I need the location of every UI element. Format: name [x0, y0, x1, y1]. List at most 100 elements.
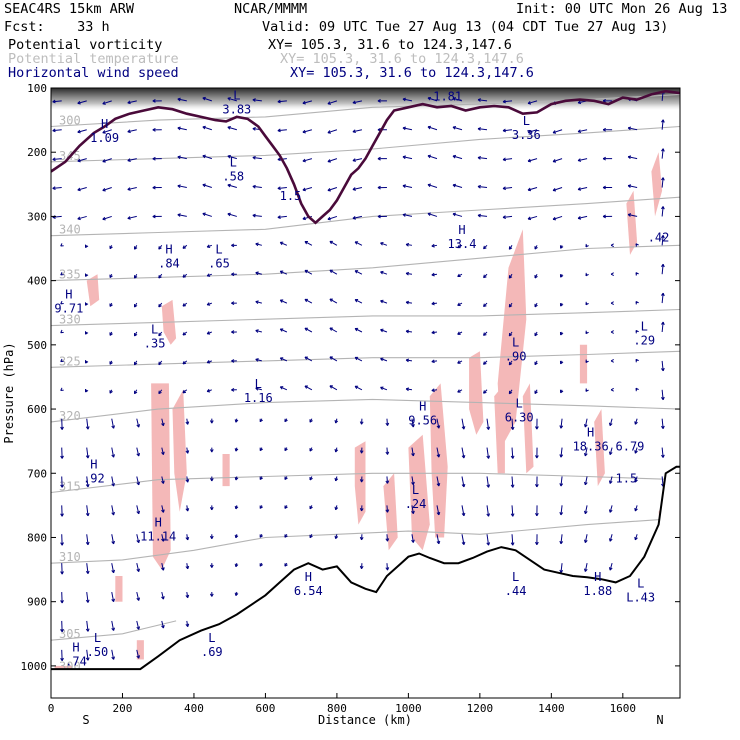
wind-vector-head: [627, 155, 632, 160]
wind-vector-head: [158, 275, 162, 279]
wind-vector-head: [634, 450, 638, 454]
wind-vector: [280, 270, 288, 275]
wind-vector-head: [483, 332, 487, 336]
pv-fill-region: [354, 441, 366, 525]
wind-vector-head: [329, 327, 333, 331]
wind-vector-head: [185, 536, 190, 541]
wind-vector-head: [111, 569, 116, 574]
north-end-label: N: [656, 713, 663, 727]
wind-vector-head: [111, 540, 116, 545]
wind-vector-head: [161, 451, 165, 455]
wind-vector: [661, 235, 664, 246]
wind-vector: [436, 534, 440, 544]
wind-vector: [202, 155, 212, 160]
wind-vector-head: [661, 177, 665, 181]
extremum-value: 1.16: [244, 391, 273, 405]
wind-vector-head: [661, 148, 665, 152]
wind-vector-head: [635, 387, 639, 392]
wind-vector-head: [111, 511, 116, 516]
wind-vector-head: [427, 96, 432, 101]
wind-vector-head: [327, 187, 331, 192]
wind-vector-head: [136, 481, 141, 486]
wind-vector-head: [661, 396, 665, 401]
wind-vector: [329, 356, 338, 362]
wind-vector-head: [252, 155, 256, 160]
extremum-type: H: [419, 400, 426, 414]
wind-vector: [227, 97, 237, 102]
wind-vector-head: [185, 594, 190, 599]
wind-vector-head: [486, 426, 491, 430]
wind-vector-head: [359, 479, 364, 483]
wind-vector-head: [152, 99, 156, 103]
wind-vector: [252, 157, 262, 160]
wind-vector-head: [602, 185, 606, 190]
wind-vector-head: [385, 480, 390, 484]
field-name-pv: Potential vorticity: [8, 37, 163, 53]
wind-vector: [280, 299, 288, 304]
wind-vector-head: [534, 303, 538, 308]
wind-vector-head: [302, 100, 306, 105]
wind-vector-head: [277, 215, 281, 219]
wind-vector: [560, 534, 563, 544]
wind-vector-head: [405, 271, 410, 276]
wind-vector-head: [182, 332, 187, 336]
pv-fill-region: [172, 389, 187, 512]
extremum-type: L: [512, 570, 519, 584]
wind-vector-head: [161, 567, 165, 571]
wind-vector-head: [457, 389, 461, 393]
wind-vector: [584, 418, 588, 428]
wind-vector-head: [461, 541, 466, 546]
wind-vector: [86, 534, 89, 545]
wind-vector-head: [127, 187, 131, 191]
wind-vector-head: [552, 159, 557, 163]
wind-vector: [280, 357, 288, 362]
extremum-type: L: [641, 319, 648, 333]
extremum-type: L: [512, 335, 519, 349]
wind-vector-head: [585, 301, 589, 306]
wind-vector-head: [552, 130, 557, 134]
field-xy-theta: XY= 105.3, 31.6 to 124.3,147.6: [280, 51, 524, 67]
wind-vector: [177, 156, 187, 160]
wind-vector-head: [255, 387, 259, 391]
wind-vector-head: [279, 386, 284, 390]
wind-vector: [511, 534, 514, 546]
wind-vector-head: [161, 538, 165, 542]
wind-vector-head: [385, 567, 390, 571]
wind-vector-head: [136, 453, 141, 457]
wind-vector-head: [602, 214, 606, 219]
wind-vector-head: [411, 481, 415, 486]
x-tick-label: 600: [255, 702, 275, 715]
wind-vector-head: [302, 216, 306, 221]
wind-vector-head: [559, 303, 564, 307]
extremum-value: 18.36: [573, 439, 609, 453]
theta-contour: [51, 244, 680, 282]
wind-vector-head: [255, 300, 259, 304]
wind-vector: [560, 418, 563, 429]
wind-vector-head: [209, 564, 214, 568]
pv-fill-region: [383, 473, 398, 551]
wind-vector-head: [206, 331, 211, 335]
y-tick-label: 900: [27, 596, 47, 609]
wind-vector-head: [457, 273, 461, 278]
wind-vector: [661, 206, 664, 217]
wind-vector-head: [152, 127, 156, 132]
wind-vector: [77, 215, 87, 220]
wind-vector-head: [527, 100, 532, 105]
wind-vector-head: [352, 158, 356, 162]
wind-vector: [386, 418, 389, 426]
extremum-type: H: [72, 640, 79, 654]
wind-vector: [386, 476, 389, 484]
wind-vector: [304, 385, 313, 391]
field-name-theta: Potential temperature: [8, 51, 179, 67]
wind-vector-head: [136, 597, 141, 601]
forecast-hour: Fcst: 33 h: [4, 19, 110, 35]
y-tick-label: 400: [27, 275, 47, 288]
wind-vector: [486, 447, 490, 459]
wind-vector-head: [185, 450, 190, 454]
wind-vector-head: [431, 359, 435, 364]
wind-vector-head: [284, 447, 288, 452]
extremum-value: 6.30: [505, 410, 534, 424]
wind-vector-head: [60, 628, 64, 633]
wind-vector-head: [152, 214, 156, 219]
wind-vector: [304, 327, 313, 333]
